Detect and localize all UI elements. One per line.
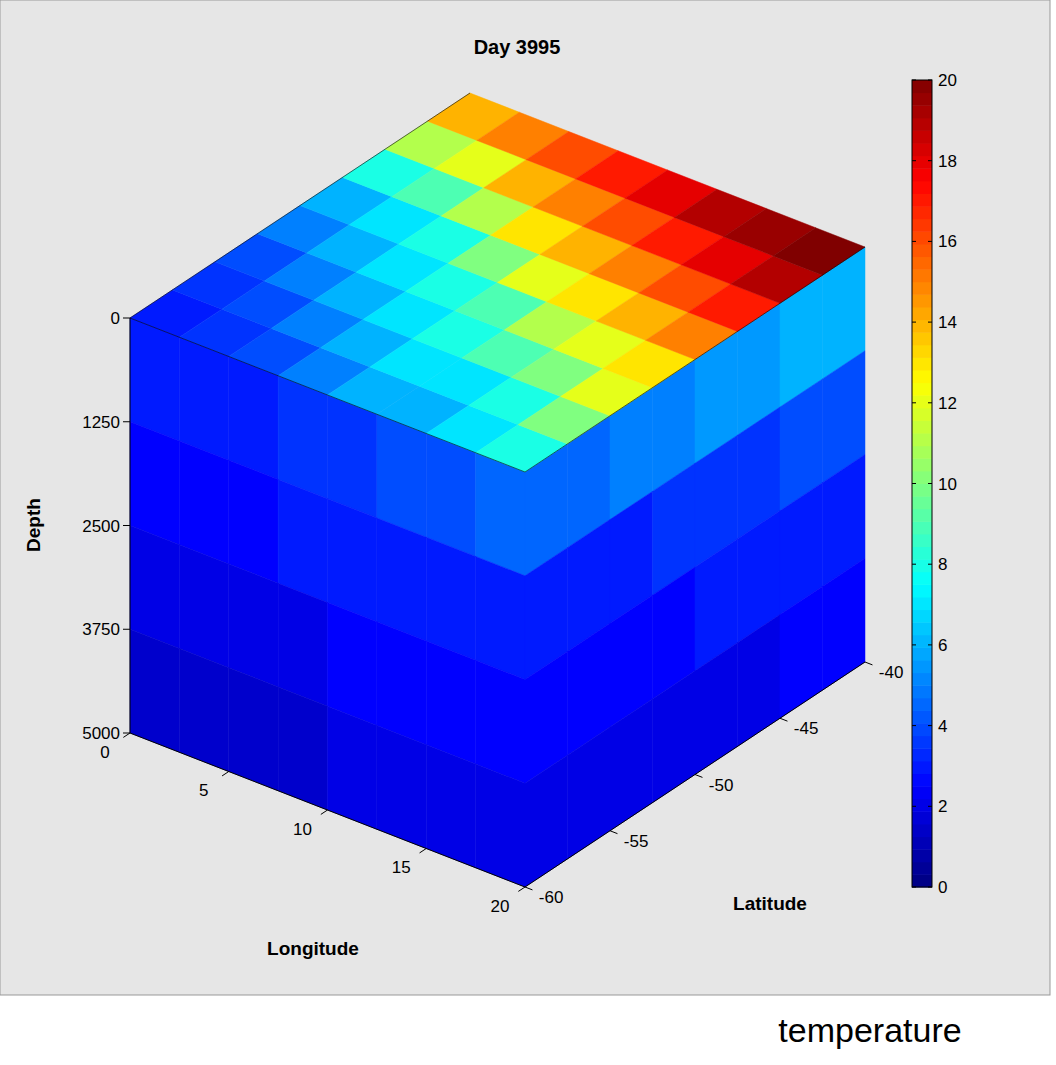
svg-text:0: 0: [111, 309, 120, 328]
svg-text:2500: 2500: [82, 517, 120, 536]
svg-text:20: 20: [938, 71, 957, 90]
svg-text:20: 20: [491, 897, 510, 916]
svg-text:Depth: Depth: [23, 498, 44, 552]
svg-text:0: 0: [938, 878, 947, 897]
svg-text:18: 18: [938, 152, 957, 171]
svg-text:Day 3995: Day 3995: [474, 36, 561, 58]
svg-text:3750: 3750: [82, 620, 120, 639]
svg-text:14: 14: [938, 313, 957, 332]
svg-text:-40: -40: [879, 663, 904, 682]
svg-text:-55: -55: [624, 832, 649, 851]
svg-text:4: 4: [938, 717, 947, 736]
svg-text:1250: 1250: [82, 413, 120, 432]
svg-text:5000: 5000: [82, 724, 120, 743]
svg-text:16: 16: [938, 232, 957, 251]
svg-text:Latitude: Latitude: [733, 893, 807, 914]
svg-text:2: 2: [938, 797, 947, 816]
svg-text:10: 10: [938, 475, 957, 494]
svg-text:8: 8: [938, 555, 947, 574]
svg-text:temperature: temperature: [778, 1011, 961, 1049]
svg-text:-45: -45: [794, 719, 819, 738]
svg-text:Longitude: Longitude: [267, 938, 359, 959]
svg-text:12: 12: [938, 394, 957, 413]
svg-text:-60: -60: [539, 888, 564, 907]
svg-text:0: 0: [100, 743, 109, 762]
svg-text:10: 10: [293, 820, 312, 839]
svg-text:-50: -50: [709, 776, 734, 795]
svg-text:6: 6: [938, 636, 947, 655]
svg-text:15: 15: [392, 858, 411, 877]
svg-text:5: 5: [199, 781, 208, 800]
